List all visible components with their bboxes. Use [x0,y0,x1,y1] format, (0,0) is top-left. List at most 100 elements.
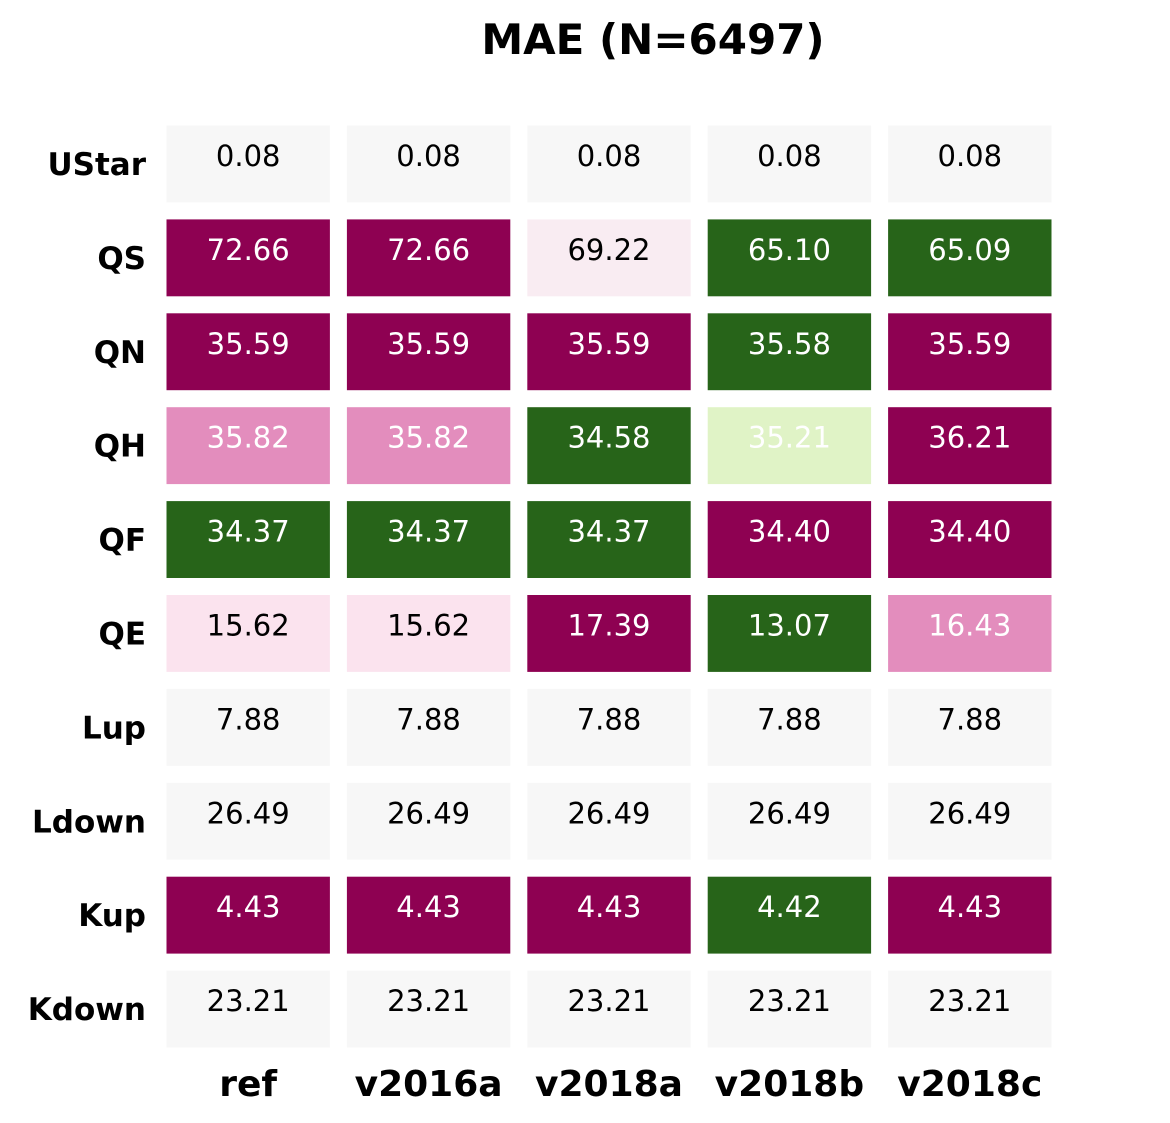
cell-value-label: 23.21 [207,984,290,1018]
row-label-ustar: UStar [47,147,146,183]
cell-value-label: 0.08 [757,139,822,173]
cell-value-label: 0.08 [216,139,281,173]
row-label-kdown: Kdown [28,992,146,1028]
cell-value-label: 7.88 [757,702,822,736]
row-label-qe: QE [98,616,146,652]
cell-value-label: 0.08 [938,139,1003,173]
heatmap-cell [346,501,511,578]
heatmap-cell [707,313,872,391]
row-label-kup: Kup [78,898,146,934]
heatmap-cell [888,219,1052,297]
heatmap-cell [527,501,691,578]
cell-value-label: 4.43 [396,890,461,924]
row-label-qn: QN [94,335,146,371]
heatmap-cell [346,876,511,954]
cell-value-label: 72.66 [207,233,290,267]
cell-value-label: 26.49 [928,796,1011,830]
heatmap-cell [346,970,511,1048]
cell-value-label: 7.88 [938,702,1003,736]
heatmap-cell [888,595,1052,672]
heatmap-cell [346,782,511,860]
cell-value-label: 7.88 [216,702,281,736]
heatmap-cell [527,876,691,954]
cell-value-label: 26.49 [567,796,650,830]
heatmap-cell [707,688,872,766]
column-label-v2018b: v2018b [715,1064,864,1105]
heatmap-cell [527,970,691,1048]
cell-value-label: 35.21 [748,421,831,455]
row-label-ldown: Ldown [32,804,146,840]
cell-value-label: 65.09 [928,233,1011,267]
heatmap-cells: 0.08 0.08 0.08 0.08 0.08 72.66 72.66 69.22 65.10… [166,125,1052,1048]
cell-value-label: 35.59 [567,327,650,361]
cell-value-label: 35.58 [748,327,831,361]
column-label-v2018c: v2018c [897,1064,1042,1105]
cell-value-label: 23.21 [748,984,831,1018]
heatmap-cell [527,782,691,860]
cell-value-label: 26.49 [207,796,290,830]
heatmap-cell [888,970,1052,1048]
cell-value-label: 34.40 [748,515,831,549]
cell-value-label: 34.37 [387,515,470,549]
heatmap-cell [166,688,330,766]
heatmap-cell [707,407,872,485]
heatmap-cell [888,125,1052,203]
heatmap-cell [527,313,691,391]
cell-value-label: 0.08 [577,139,642,173]
cell-value-label: 23.21 [387,984,470,1018]
cell-value-label: 34.37 [567,515,650,549]
cell-value-label: 26.49 [748,796,831,830]
heatmap-cell [888,407,1052,485]
heatmap-cell [527,595,691,672]
cell-value-label: 35.59 [207,327,290,361]
heatmap-cell [166,407,330,485]
cell-value-label: 4.42 [757,890,822,924]
heatmap-cell [166,125,330,203]
heatmap-cell [888,313,1052,391]
cell-value-label: 36.21 [928,421,1011,455]
row-label-qh: QH [94,429,146,465]
row-label-lup: Lup [82,710,146,746]
heatmap-cell [346,125,511,203]
cell-value-label: 23.21 [567,984,650,1018]
heatmap-cell [888,688,1052,766]
cell-value-label: 35.82 [207,421,290,455]
cell-value-label: 17.39 [567,609,650,643]
row-label-qs: QS [97,241,146,277]
heatmap-cell [346,219,511,297]
heatmap-cell [527,688,691,766]
heatmap-cell [166,595,330,672]
cell-value-label: 69.22 [567,233,650,267]
cell-value-label: 34.58 [567,421,650,455]
cell-value-label: 72.66 [387,233,470,267]
cell-value-label: 34.37 [207,515,290,549]
row-label-qf: QF [98,523,146,559]
chart-title: MAE (N=6497) [481,15,824,64]
cell-value-label: 7.88 [577,702,642,736]
heatmap-cell [707,219,872,297]
cell-value-label: 35.59 [387,327,470,361]
heatmap-cell [166,313,330,391]
heatmap-cell [707,501,872,578]
cell-value-label: 34.40 [928,515,1011,549]
heatmap-cell [888,876,1052,954]
heatmap-cell [707,125,872,203]
cell-value-label: 4.43 [216,890,281,924]
heatmap-cell [527,407,691,485]
heatmap-cell [166,501,330,578]
cell-value-label: 4.43 [938,890,1003,924]
column-label-v2018a: v2018a [535,1064,683,1105]
cell-value-label: 35.59 [928,327,1011,361]
cell-value-label: 23.21 [928,984,1011,1018]
row-labels: UStar QS QN QH QF QE Lup Ldown Kup Kdown [28,147,147,1028]
cell-value-label: 15.62 [207,609,290,643]
cell-value-label: 26.49 [387,796,470,830]
cell-value-label: 0.08 [396,139,461,173]
cell-value-label: 65.10 [748,233,831,267]
column-label-v2016a: v2016a [355,1064,503,1105]
heatmap-cell [346,313,511,391]
cell-value-label: 4.43 [577,890,642,924]
heatmap-cell [527,125,691,203]
heatmap-cell [346,595,511,672]
